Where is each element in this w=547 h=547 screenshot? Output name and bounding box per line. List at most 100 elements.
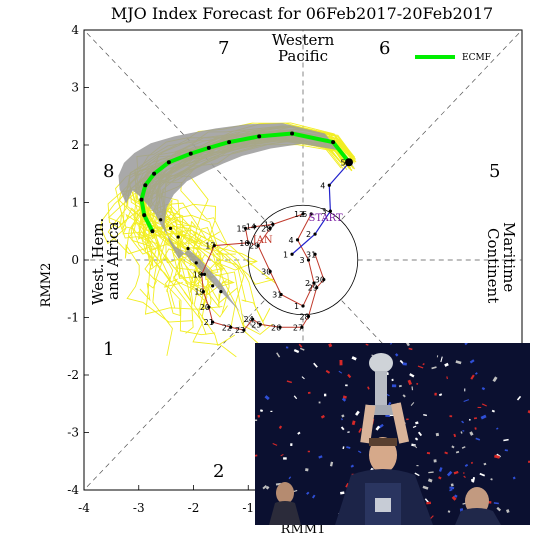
forecast-day-point [211,284,215,288]
region-pacific: Pacific [278,47,328,65]
phase-label-2: 2 [213,461,224,482]
forecast-day-point [168,226,173,230]
start-label: START [308,213,343,224]
jan-day-label: 23 [235,326,245,335]
jan-day-label: 21 [204,318,214,327]
jan-day-label: 26 [271,323,281,332]
jan-point [212,244,216,248]
jan-point [301,212,305,216]
region-maritime: Maritime [500,222,518,292]
xtick-label: -1 [242,501,254,515]
y-axis-label: RMM2 [39,263,54,308]
ytick-label: -3 [67,426,79,440]
jan-day-label: 19 [194,288,204,297]
late-point [301,304,305,308]
jan-point [242,328,246,332]
late-point [309,212,313,216]
mean-point [143,183,148,188]
region-africa: and Africa [104,222,122,300]
mean-point [290,131,295,136]
jan-day-label: 18 [193,270,203,279]
mean-point [139,197,144,202]
mean-point [227,140,232,145]
feb-point [328,209,332,213]
forecast-day-point [219,290,223,294]
late-day-label: 2 [305,279,310,288]
ytick-label: -1 [67,311,79,325]
phase-label-8: 8 [103,161,114,182]
jan-day-label: 13 [264,220,274,229]
jan-point [200,272,204,276]
late-day-label: 29 [249,242,259,251]
phase-label-7: 7 [218,38,229,59]
forecast-spread [118,123,356,334]
jan-point [278,325,282,329]
ytick-label: 3 [71,81,79,95]
late-point [306,258,311,262]
jan-point [229,325,233,329]
forecast-start-point [344,158,353,167]
jan-point [207,305,211,309]
jan-track [201,213,325,331]
jan-day-label: 24 [244,315,254,324]
jan-day-label: 30 [315,276,325,285]
jan-day-label: 25 [251,320,261,329]
ytick-label: 4 [71,23,79,37]
forecast-day-point [176,235,180,239]
late-point [268,269,272,274]
late-day-label: 31 [272,291,282,300]
jan-point [315,286,319,290]
jan-day-label: 20 [200,303,210,312]
feb-day-label: 5 [341,158,346,167]
guide-diag-3 [83,300,265,491]
ytick-label: -4 [67,483,79,497]
feb-day-label: 2 [306,230,311,239]
jan-point [306,314,311,318]
feb-point [327,183,331,187]
forecast-day-point [186,246,190,251]
ytick-label: 0 [71,253,79,267]
mean-point [331,140,336,145]
mean-point [188,151,193,156]
jan-day-label: 17 [205,242,215,251]
spread-area [118,123,356,334]
jan-day-label: 22 [222,323,232,332]
mean-point [152,171,157,176]
feb-day-label: 1 [283,250,288,259]
jan-label: JAN [252,235,273,246]
jan-point [201,290,205,294]
guide-diag-0 [341,29,523,220]
chart-title: MJO Index Forecast for 06Feb2017-20Feb20… [111,4,493,23]
xtick-label: -3 [133,501,145,515]
mean-point [150,229,155,234]
jan-day-label: 29 [308,284,318,293]
x-axis-label: RMM1 [281,522,326,537]
phase-label-5: 5 [489,161,500,182]
xtick-label: -2 [188,501,200,515]
jan-day-label: 14 [246,223,256,232]
region-continent: Continent [484,228,502,303]
phase-label-6: 6 [379,38,390,59]
late-point [295,238,300,242]
feb-day-label: 3 [321,207,326,216]
legend-label: ECMF [462,53,491,63]
feb-point [313,232,317,236]
forecast-mean [139,131,353,294]
region-western: Western [272,31,335,49]
feb-day-label: 4 [320,181,325,190]
jan-day-label: 28 [299,312,309,321]
feb-point [290,252,294,256]
jan-point [300,325,304,329]
jan-point [253,225,257,229]
xtick-label: -4 [78,501,90,515]
jan-point [211,320,215,324]
late-point [256,244,260,248]
forecast-day-point [159,218,163,222]
jan-point [243,226,248,230]
mean-point [142,213,147,218]
phase-label-1: 1 [103,339,114,360]
jan-point [322,277,326,282]
